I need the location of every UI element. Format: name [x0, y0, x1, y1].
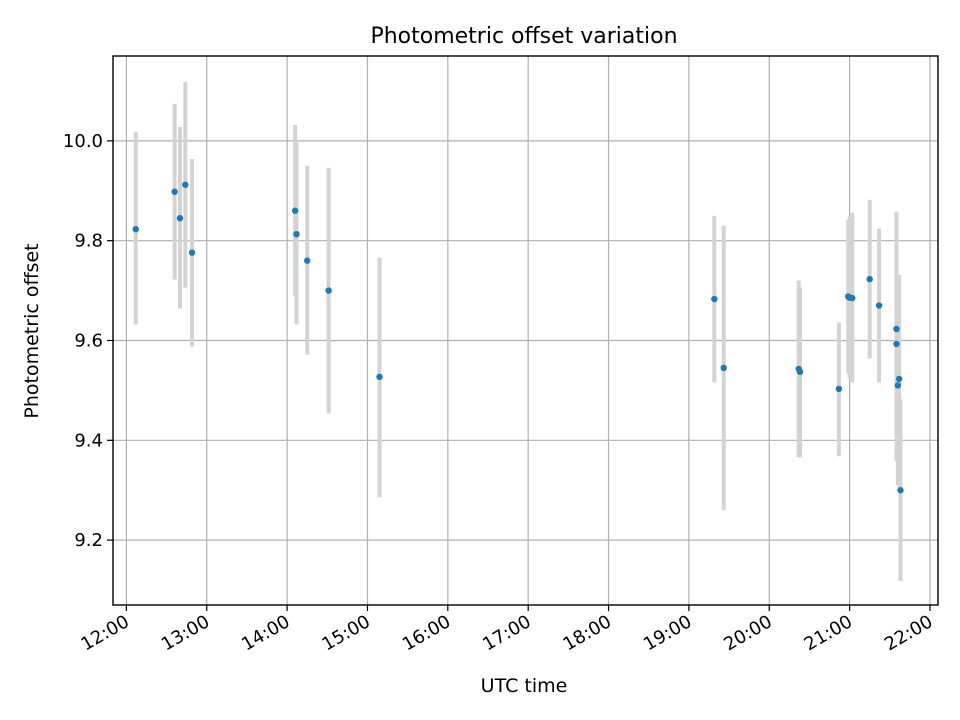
data-point	[293, 230, 300, 238]
data-point	[303, 257, 311, 264]
data-point	[895, 375, 903, 383]
data-point	[893, 325, 900, 333]
y-tick-label: 9.6	[74, 330, 103, 351]
data-point	[291, 207, 299, 214]
x-axis-label: UTC time	[481, 675, 568, 697]
data-point	[376, 373, 383, 381]
data-point	[711, 295, 718, 303]
data-point	[866, 275, 873, 283]
data-point	[893, 340, 900, 348]
y-tick-label: 9.2	[74, 530, 103, 551]
data-point	[188, 249, 196, 256]
y-tick-label: 9.4	[74, 430, 103, 451]
data-point	[182, 181, 189, 188]
data-point	[835, 385, 843, 393]
y-tick-label: 10.0	[63, 131, 103, 152]
data-point	[796, 368, 804, 376]
data-point	[894, 382, 902, 389]
plot-frame	[112, 55, 939, 606]
data-point	[849, 294, 856, 302]
data-point	[720, 364, 727, 372]
data-point	[875, 302, 883, 309]
data-point	[325, 287, 332, 294]
data-point	[897, 487, 904, 494]
data-point	[176, 215, 184, 222]
data-point	[171, 188, 178, 195]
y-axis-ticks: 9.2 9.4 9.6 9.8 10.0	[63, 131, 113, 551]
y-tick-label: 9.8	[74, 231, 103, 252]
data-points	[132, 181, 904, 494]
data-point	[132, 225, 139, 233]
y-axis-label: Photometric offset	[21, 243, 43, 418]
chart-title: Photometric offset variation	[370, 24, 677, 49]
